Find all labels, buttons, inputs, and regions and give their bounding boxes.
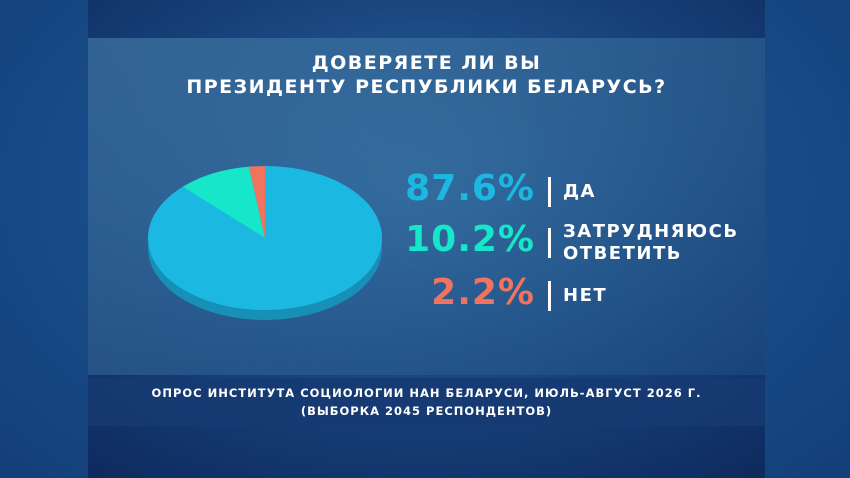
side-pattern: [765, 0, 850, 478]
title-line: ПРЕЗИДЕНТУ РЕСПУБЛИКИ БЕЛАРУСЬ?: [186, 76, 667, 98]
source-line: ОПРОС ИНСТИТУТА СОЦИОЛОГИИ НАН БЕЛАРУСИ,…: [151, 386, 702, 400]
separator: [548, 281, 551, 311]
value-label: 87.6%: [405, 168, 535, 209]
separator: [548, 228, 551, 258]
legend-label: ЗАТРУДНЯЮСЬ ОТВЕТИТЬ: [563, 221, 739, 264]
legend-label: НЕТ: [563, 285, 608, 306]
side-pattern: [0, 0, 88, 478]
pie-slice: [182, 166, 265, 238]
footer-band: [88, 378, 765, 426]
value-label: 2.2%: [431, 272, 535, 313]
pie-slice: [248, 166, 265, 238]
value-label: 10.2%: [405, 219, 535, 260]
title-line: ДОВЕРЯЕТЕ ЛИ ВЫ: [311, 52, 542, 74]
separator: [548, 177, 551, 207]
source-line: (ВЫБОРКА 2045 РЕСПОНДЕНТОВ): [300, 404, 553, 418]
legend-label: ДА: [563, 181, 596, 202]
